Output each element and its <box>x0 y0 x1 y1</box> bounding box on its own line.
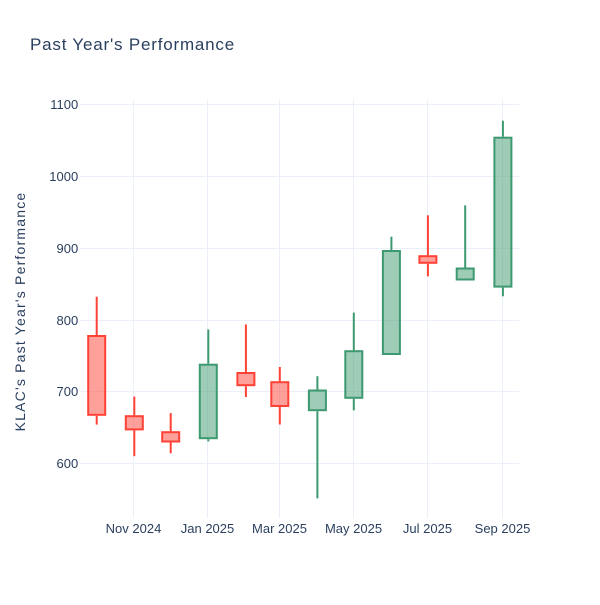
svg-text:May 2025: May 2025 <box>325 521 382 536</box>
svg-text:1100: 1100 <box>50 97 78 112</box>
svg-text:800: 800 <box>56 313 78 328</box>
svg-text:Jan 2025: Jan 2025 <box>181 521 235 536</box>
svg-text:Sep 2025: Sep 2025 <box>475 521 531 536</box>
svg-text:600: 600 <box>56 456 78 471</box>
svg-text:Past Year's Performance: Past Year's Performance <box>30 35 235 54</box>
svg-text:Nov 2024: Nov 2024 <box>106 521 162 536</box>
svg-text:Mar 2025: Mar 2025 <box>252 521 307 536</box>
svg-text:KLAC's Past Year's Performance: KLAC's Past Year's Performance <box>12 192 28 432</box>
svg-text:900: 900 <box>56 241 78 256</box>
svg-text:Jul 2025: Jul 2025 <box>403 521 452 536</box>
svg-text:700: 700 <box>56 384 78 399</box>
svg-text:1000: 1000 <box>49 169 78 184</box>
